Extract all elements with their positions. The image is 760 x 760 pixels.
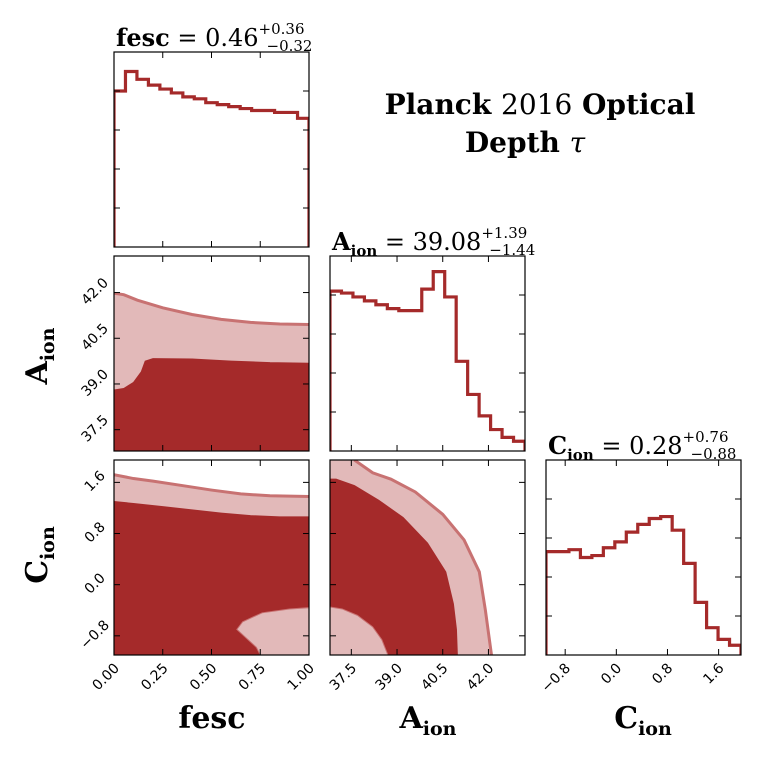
- x-tick-label: 0.75: [236, 661, 269, 694]
- x-tick-label: 40.5: [418, 661, 451, 694]
- x-tick-label: 39.0: [373, 661, 406, 694]
- histogram-fesc: [114, 69, 309, 247]
- x-tick-label: 0.50: [187, 661, 220, 694]
- y-tick-label: 0.8: [82, 519, 109, 546]
- x-axis-label-fesc: fesc: [178, 701, 245, 736]
- contour-68: [330, 478, 525, 655]
- x-axis-label-Cion: Cion: [614, 701, 672, 740]
- y-tick-label: 1.6: [82, 468, 109, 495]
- contour-95-edge: [114, 291, 309, 327]
- contour-hole: [236, 607, 309, 655]
- x-tick-label: −0.8: [539, 661, 574, 696]
- contour-68: [114, 358, 309, 451]
- panel-frame: [329, 255, 526, 452]
- chart-title-line2: Depth τ: [465, 126, 586, 159]
- x-tick-label: 1.6: [700, 660, 727, 687]
- y-tick-label: 0.0: [82, 570, 109, 597]
- y-tick-label: −0.8: [77, 617, 112, 652]
- x-tick-label: 0.0: [598, 661, 625, 688]
- panel-frame: [545, 459, 742, 656]
- x-tick-label: 0.00: [89, 661, 122, 694]
- panel-frame: [113, 51, 310, 248]
- x-tick-label: 0.25: [138, 661, 171, 694]
- x-tick-label: 37.5: [327, 661, 360, 694]
- y-tick-label: 42.0: [78, 275, 111, 308]
- y-tick-label: 39.0: [78, 366, 111, 399]
- y-axis-label-Aion: Aion: [20, 327, 59, 385]
- contour-95-edge: [353, 460, 493, 655]
- y-tick-label: 37.5: [78, 412, 111, 445]
- summary-Aion: Aion = 39.08+1.39 −1.44: [331, 224, 535, 260]
- chart-title-line1: Planck 2016 Optical: [385, 88, 696, 121]
- summary-Cion: Cion = 0.28+0.76 −0.88: [548, 428, 736, 464]
- contour-hole: [330, 606, 389, 655]
- x-tick-label: 0.8: [649, 661, 676, 688]
- x-tick-label: 42.0: [464, 661, 497, 694]
- contour-95-edge: [114, 473, 309, 498]
- histogram-Aion: [330, 270, 525, 451]
- y-axis-label-Cion: Cion: [20, 526, 59, 584]
- summary-fesc: fesc = 0.46+0.36 −0.32: [116, 20, 312, 55]
- x-axis-label-Aion: Aion: [399, 701, 457, 740]
- x-tick-label: 1.00: [284, 661, 317, 694]
- panel-frame: [329, 459, 526, 656]
- histogram-Cion: [546, 514, 741, 655]
- y-tick-label: 40.5: [78, 321, 111, 354]
